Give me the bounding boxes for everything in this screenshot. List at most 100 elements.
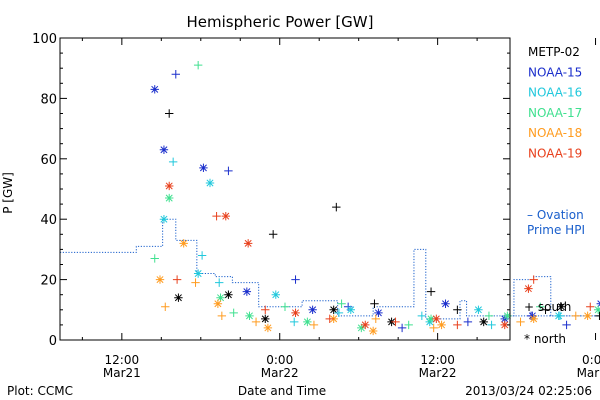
metp-02-north-point [224,290,233,299]
y-tick-label: 0 [49,334,57,349]
chart-title: Hemispheric Power [GW] [187,13,374,31]
noaa-17-south-point [484,311,494,321]
noaa-19-north-point [524,284,533,293]
noaa-18-north-point [213,299,223,308]
metp-02-south-point [370,299,379,308]
x-tick-date-label: Mar22 [419,366,457,380]
noaa-19-south-point [261,305,270,314]
ovation-hpi-series [60,218,600,320]
noaa-19-north-point [165,181,174,191]
noaa-19-south-point [586,302,595,311]
noaa-17-south-point [404,320,413,330]
legend-entry: NOAA-17 [528,106,582,120]
noaa-16-north-point [159,215,169,224]
noaa-15-north-point [528,311,537,321]
metp-02-north-point [261,314,270,324]
noaa-15-north-point [308,305,317,314]
x-tick-time-label: 12:00 [105,353,140,367]
noaa-18-south-point [161,302,170,311]
ovation-step-line [60,218,600,320]
noaa-16-north-point [271,290,280,299]
metp-02-south-point [268,230,278,239]
y-tick-label: 20 [40,274,57,289]
footer-timestamp: 2013/03/24 02:25:06 [465,384,592,398]
noaa-18-north-point [529,314,538,324]
footer-plot-credit: Plot: CCMC [7,384,73,398]
noaa-19-north-point [361,320,370,330]
noaa-19-north-point [221,211,230,221]
noaa-18-north-point [179,239,188,248]
noaa-16-north-point [554,311,563,321]
noaa-17-south-point [150,254,159,263]
noaa-18-north-point [368,326,378,336]
noaa-17-north-point [216,293,225,302]
noaa-17-north-point [503,311,512,321]
noaa-15-north-point [159,145,169,154]
legend-entry: NOAA-19 [528,147,582,161]
noaa-17-south-point [337,299,346,308]
noaa-16-north-point [193,269,203,278]
noaa-15-north-point [199,163,208,173]
noaa-17-north-point [357,323,366,333]
noaa-18-north-point [263,323,273,333]
noaa-18-north-point [155,275,165,284]
noaa-15-south-point [291,275,300,284]
y-tick-label: 100 [32,32,57,47]
noaa-16-north-point [474,305,483,314]
noaa-18-south-point [309,320,319,330]
x-tick-time-label: 0:00 [266,353,293,367]
noaa-15-south-point [463,317,473,327]
metp-02-north-point [557,302,566,311]
noaa-19-south-point [391,317,400,327]
noaa-18-north-point [583,311,592,321]
noaa-17-north-point [165,193,174,203]
noaa-19-south-point [212,211,221,221]
legend-entry: METP-02 [528,45,580,59]
metp-02-south-point [595,311,600,321]
noaa-18-north-point [437,320,446,330]
noaa-19-south-point [529,275,538,284]
noaa-17-south-point [280,302,290,311]
scatter-markers [150,60,600,336]
noaa-18-south-point [371,314,380,324]
noaa-16-south-point [215,278,224,287]
x-tick-time-label: 12:00 [420,353,455,367]
noaa-18-south-point [516,317,525,327]
y-axis-label: P [GW] [1,172,15,214]
noaa-15-south-point [171,70,180,79]
noaa-15-north-point [150,85,159,94]
noaa-17-south-point [536,302,545,311]
noaa-16-south-point [417,311,427,321]
noaa-19-north-point [432,314,441,324]
noaa-15-north-point [441,299,450,308]
noaa-19-north-point [243,239,253,248]
noaa-16-north-point [205,178,215,188]
x-tick-date-label: Mar22 [261,366,299,380]
noaa-16-north-point [425,317,434,327]
noaa-15-north-point [242,287,252,296]
noaa-16-south-point [197,251,207,260]
legend-entry: NOAA-15 [528,65,582,79]
legend-entry: NOAA-18 [528,126,582,140]
y-tick-label: 60 [40,153,57,168]
noaa-17-north-point [245,311,254,321]
x-tick-time-label: 0:00 [582,353,600,367]
plot-border [59,37,511,341]
noaa-17-north-point [593,305,600,314]
noaa-18-south-point [191,278,200,287]
noaa-17-south-point [229,308,238,318]
metp-02-south-point [453,305,462,314]
legend-entry: NOAA-16 [528,86,582,100]
metp-02-south-point [332,202,341,212]
noaa-15-south-point [397,323,407,333]
noaa-17-north-point [426,314,436,324]
noaa-19-north-point [500,320,509,330]
x-axis-label: Date and Time [238,384,326,398]
noaa-15-south-point [562,320,571,330]
y-tick-label: 80 [40,92,57,107]
metp-02-north-point [479,317,488,327]
noaa-18-south-point [217,311,227,321]
noaa-17-south-point [193,60,203,70]
south-symbol-key: + south [524,300,571,314]
metp-02-south-point [426,287,436,296]
